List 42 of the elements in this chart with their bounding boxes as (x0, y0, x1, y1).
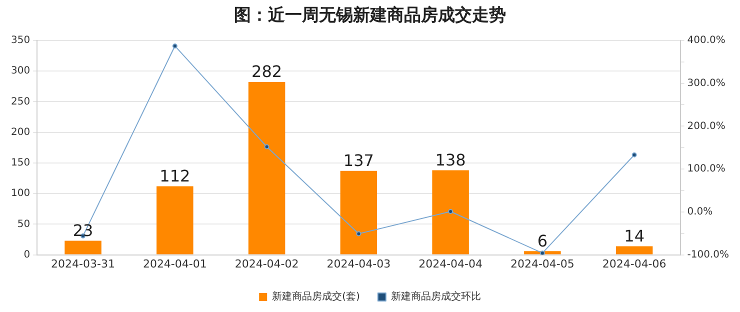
bar (432, 170, 469, 254)
x-tick-label: 2024-04-01 (142, 257, 207, 270)
data-label: 112 (160, 166, 190, 186)
x-tick-label: 2024-04-04 (418, 257, 483, 270)
point (632, 152, 637, 158)
y2-tick-label: 0.0% (687, 206, 713, 218)
bar (64, 240, 102, 254)
y-tick-label: 100 (10, 188, 30, 200)
point (264, 144, 270, 150)
y-tick-label: 350 (10, 34, 30, 46)
chart-title: 图：近一周无锡新建商品房成交走势 (234, 6, 506, 26)
x-tick-label: 2024-04-06 (602, 257, 666, 270)
data-label: 6 (537, 231, 548, 250)
x-tick-label: 2024-03-31 (51, 257, 115, 270)
y2-tick-label: 400.0% (687, 34, 726, 46)
y2-tick-label: 300.0% (687, 78, 726, 89)
y-tick-label: 250 (10, 96, 30, 108)
point (540, 250, 545, 255)
bar (340, 170, 378, 254)
x-tick-label: 2024-04-05 (510, 257, 574, 270)
y-tick-label: 50 (17, 218, 30, 230)
legend-label: 新建商品房成交(套) (272, 290, 360, 303)
y-tick-label: 150 (10, 158, 30, 169)
point (448, 208, 454, 214)
point (356, 231, 362, 236)
bar (248, 82, 286, 254)
y-tick-label: 0 (24, 249, 30, 260)
bar (156, 186, 194, 254)
y-tick-label: 300 (10, 66, 30, 77)
y-tick-label: 200 (10, 126, 30, 138)
y2-tick-label: 100.0% (687, 164, 726, 175)
data-label: 282 (252, 62, 282, 82)
y2-tick-label: -100.0% (687, 249, 730, 260)
legend-label: 新建商品房成交环比 (390, 290, 481, 303)
data-label: 14 (624, 226, 644, 246)
bar (616, 246, 653, 254)
point (172, 43, 178, 48)
x-tick-label: 2024-04-02 (234, 257, 299, 270)
x-tick-label: 2024-04-03 (326, 257, 391, 270)
data-label: 138 (435, 150, 466, 170)
data-label: 137 (343, 151, 374, 170)
y2-tick-label: 200.0% (687, 120, 726, 132)
